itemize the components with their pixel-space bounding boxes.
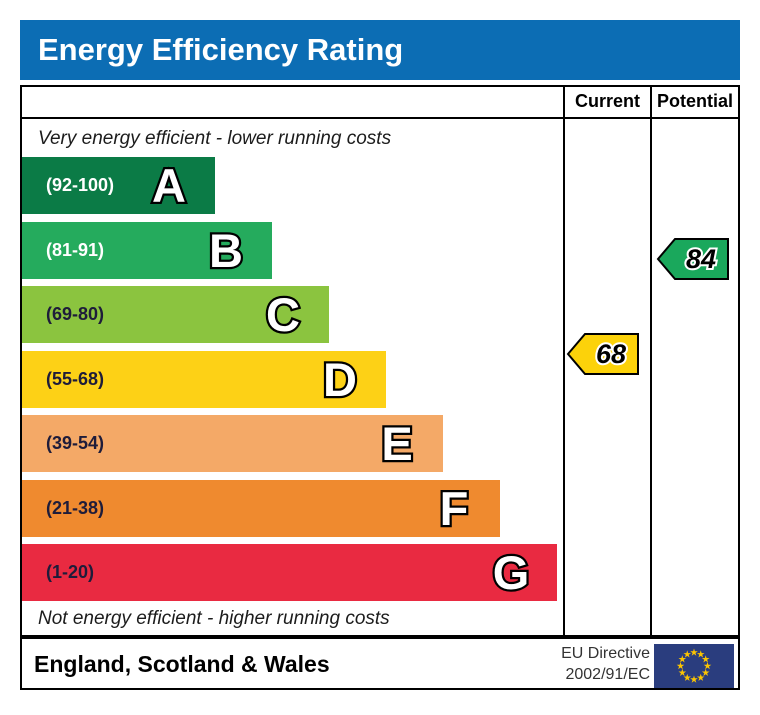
band-f: (21-38) F [22, 480, 500, 537]
eu-directive-line2: 2002/91/EC [565, 666, 650, 683]
svg-text:A: A [152, 160, 186, 212]
band-b-letter: B [207, 225, 245, 277]
band-a-letter: A [150, 160, 188, 212]
current-column-divider [563, 85, 565, 637]
current-rating-value: 68 [596, 339, 626, 369]
eu-directive-label: EU Directive 2002/91/EC [482, 643, 650, 685]
table-header-separator [20, 117, 740, 119]
current-arrow-shape [566, 333, 639, 375]
eu-flag-star [683, 673, 692, 681]
potential-column-divider [650, 85, 652, 637]
eu-flag-star [676, 662, 685, 670]
band-d-letter: D [321, 354, 359, 406]
band-b: (81-91) B [22, 222, 272, 279]
title-banner: Energy Efficiency Rating [20, 20, 740, 80]
svg-text:G: G [493, 547, 530, 599]
bottom-caption: Not energy efficient - higher running co… [38, 608, 390, 629]
band-c-letter: C [264, 289, 302, 341]
eu-flag-star [703, 662, 712, 670]
potential-arrow-shape [656, 238, 729, 280]
potential-rating-value: 84 [686, 244, 716, 274]
eu-flag-star [690, 648, 698, 656]
band-f-letter: F [437, 483, 470, 535]
band-e: (39-54) E [22, 415, 443, 472]
eu-directive-line1: EU Directive [561, 645, 650, 662]
eu-flag-star [690, 675, 698, 683]
band-e-range: (39-54) [46, 433, 105, 453]
svg-text:F: F [440, 483, 469, 535]
eu-flag-star [683, 650, 692, 658]
current-rating-arrow: 68 [566, 333, 639, 375]
eu-flag-star [696, 673, 705, 681]
eu-flag-star [696, 650, 705, 658]
svg-text:D: D [323, 354, 357, 406]
band-c: (69-80) C [22, 286, 329, 343]
band-b-range: (81-91) [46, 240, 105, 260]
band-d: (55-68) D [22, 351, 386, 408]
band-g-letter: G [490, 547, 531, 599]
eu-flag-star [678, 668, 687, 676]
band-a: (92-100) A [22, 157, 215, 214]
band-c-range: (69-80) [46, 304, 105, 324]
eu-flag-star [678, 655, 687, 663]
band-d-range: (55-68) [46, 369, 105, 389]
band-g-range: (1-20) [46, 562, 95, 582]
band-f-range: (21-38) [46, 498, 105, 518]
eu-flag-icon [654, 644, 734, 688]
potential-column-header: Potential [656, 91, 733, 111]
potential-rating-arrow: 84 [656, 238, 729, 280]
svg-text:B: B [209, 225, 243, 277]
eu-flag-star [701, 668, 710, 676]
current-column-header: Current [574, 91, 640, 111]
eu-flag-star [701, 655, 710, 663]
band-g: (1-20) G [22, 544, 557, 601]
region-label: England, Scotland & Wales [34, 651, 330, 677]
band-e-letter: E [379, 418, 415, 470]
band-a-range: (92-100) [46, 175, 115, 195]
footer: England, Scotland & Wales EU Directive 2… [20, 637, 740, 690]
top-caption: Very energy efficient - lower running co… [38, 128, 392, 149]
svg-text:C: C [266, 289, 300, 341]
page-title: Energy Efficiency Rating [38, 32, 404, 67]
svg-text:E: E [381, 418, 412, 470]
